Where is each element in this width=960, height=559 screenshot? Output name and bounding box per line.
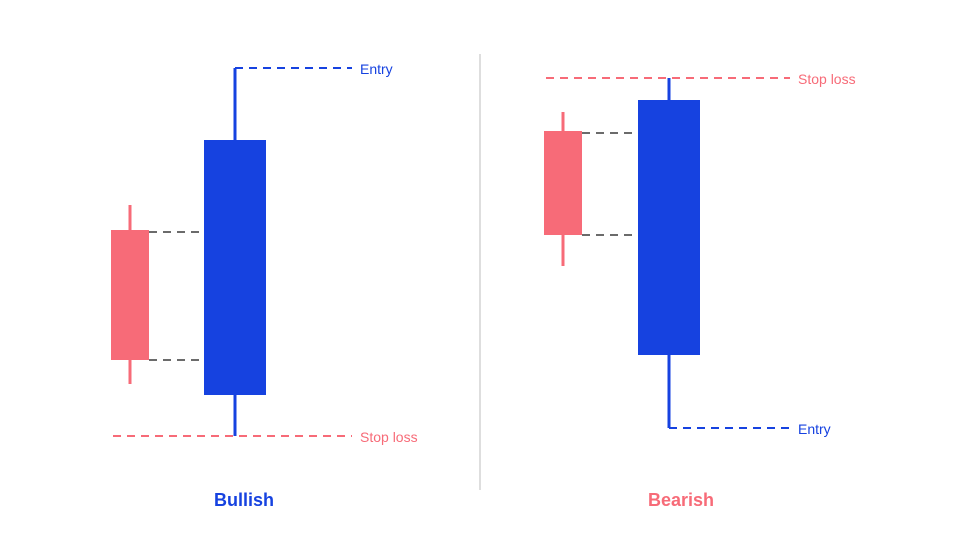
entry-label-left: Entry [360,61,393,77]
entry-label-right: Entry [798,421,831,437]
engulfing-diagram: Entry Stop loss Stop loss Entry Bullish … [0,0,960,559]
stoploss-label-right: Stop loss [798,71,856,87]
bullish-title: Bullish [214,490,274,511]
stoploss-label-left: Stop loss [360,429,418,445]
bearish-title: Bearish [648,490,714,511]
